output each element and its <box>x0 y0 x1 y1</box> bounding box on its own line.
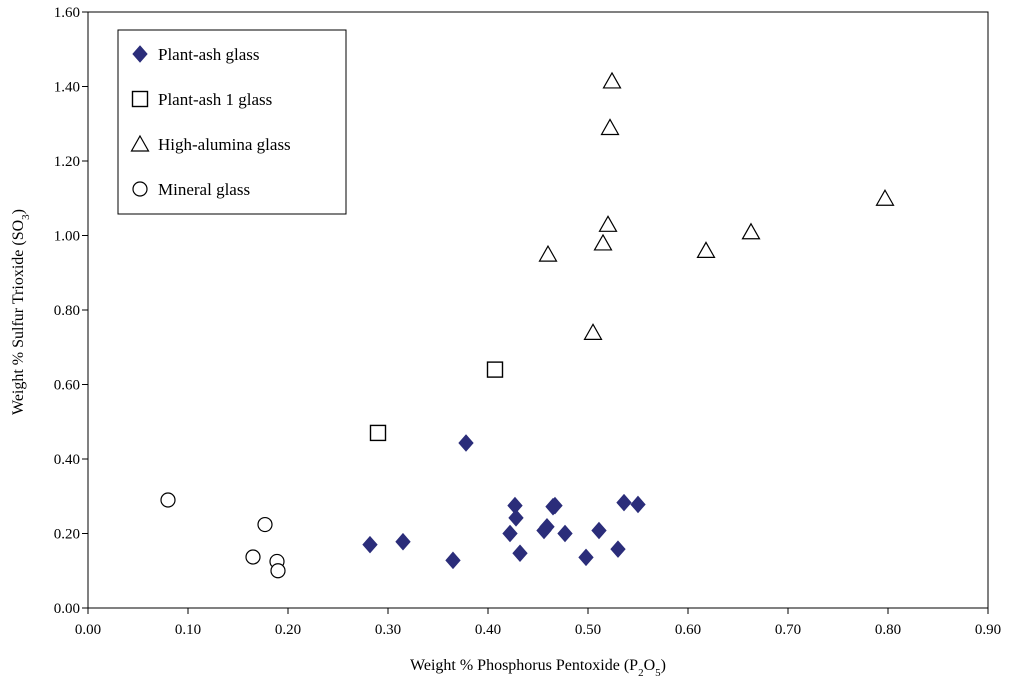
x-tick-label: 0.30 <box>375 622 401 638</box>
square-marker-icon <box>131 90 149 108</box>
x-axis: 0.00 0.10 0.20 0.30 0.40 0.50 0.60 0.70 0.80 0.90 <box>75 608 1001 638</box>
y-tick-label: 0.20 <box>54 527 80 543</box>
y-tick-label: 0.80 <box>54 303 80 319</box>
y-tick-label: 0.40 <box>54 452 80 468</box>
diamond-point <box>362 535 378 554</box>
square-point <box>486 361 504 378</box>
series-triangle <box>538 71 895 340</box>
triangle-point <box>696 241 716 258</box>
circle-marker-icon <box>132 181 148 197</box>
y-axis-label: Weight % Sulfur Trioxide (SO3) <box>10 209 32 415</box>
diamond-point <box>395 532 411 551</box>
x-tick-label: 0.40 <box>475 622 501 638</box>
circle-point <box>160 492 176 508</box>
y-tick-label: 1.20 <box>54 154 80 170</box>
diamond-point <box>578 548 594 567</box>
diamond-point <box>508 509 524 527</box>
diamond-point <box>610 540 626 558</box>
x-tick-label: 0.50 <box>575 622 601 638</box>
x-tick-label: 0.60 <box>675 622 701 638</box>
triangle-marker-icon <box>130 134 150 152</box>
y-tick-label: 0.00 <box>54 601 80 617</box>
y-tick-label: 1.60 <box>54 5 80 21</box>
diamond-point <box>502 524 518 543</box>
diamond-point <box>458 434 474 452</box>
series-diamond <box>362 434 646 570</box>
triangle-point <box>602 71 622 89</box>
legend-item: Plant-ash 1 glass <box>131 90 272 109</box>
legend-item: Mineral glass <box>132 180 250 199</box>
circle-point <box>257 516 273 533</box>
legend-label: Plant-ash glass <box>158 45 260 64</box>
triangle-point <box>583 323 603 340</box>
y-tick-label: 1.40 <box>54 80 80 96</box>
diamond-point <box>512 544 528 563</box>
circle-point <box>245 549 261 565</box>
diamond-point <box>591 521 607 540</box>
triangle-point <box>741 222 761 240</box>
x-axis-label: Weight % Phosphorus Pentoxide (P2O5) <box>410 657 666 679</box>
data-points <box>160 71 895 579</box>
x-tick-label: 0.00 <box>75 622 101 638</box>
diamond-point <box>547 496 563 515</box>
legend-label: High-alumina glass <box>158 135 291 154</box>
diamond-marker-icon <box>132 45 148 63</box>
y-axis: 0.00 0.20 0.40 0.60 0.80 1.00 1.20 1.40 1.60 <box>54 5 88 617</box>
series-circle <box>160 492 286 579</box>
diamond-point <box>445 551 461 570</box>
triangle-point <box>593 233 613 251</box>
triangle-point <box>875 189 895 206</box>
legend-box <box>117 29 347 215</box>
y-tick-label: 0.60 <box>54 378 80 394</box>
x-tick-label: 0.90 <box>975 622 1001 638</box>
legend-items: Plant-ash glass Plant-ash 1 glass High-alu… <box>130 45 291 199</box>
diamond-point <box>616 493 632 512</box>
legend-label: Plant-ash 1 glass <box>158 90 272 109</box>
diamond-point <box>630 495 646 514</box>
legend-label: Mineral glass <box>158 180 250 199</box>
x-tick-label: 0.80 <box>875 622 901 638</box>
legend-item: Plant-ash glass <box>132 45 260 64</box>
legend: Plant-ash glass Plant-ash 1 glass High-alu… <box>117 29 347 215</box>
triangle-point <box>598 215 618 232</box>
circle-point <box>270 563 286 579</box>
square-point <box>369 424 387 442</box>
x-tick-label: 0.70 <box>775 622 801 638</box>
series-square <box>369 361 504 442</box>
diamond-point <box>557 524 573 543</box>
triangle-point <box>600 118 620 136</box>
legend-item: High-alumina glass <box>130 134 291 154</box>
diamond-point <box>539 518 555 536</box>
y-tick-label: 1.00 <box>54 229 80 245</box>
x-tick-label: 0.10 <box>175 622 201 638</box>
x-tick-label: 0.20 <box>275 622 301 638</box>
triangle-point <box>538 244 558 262</box>
